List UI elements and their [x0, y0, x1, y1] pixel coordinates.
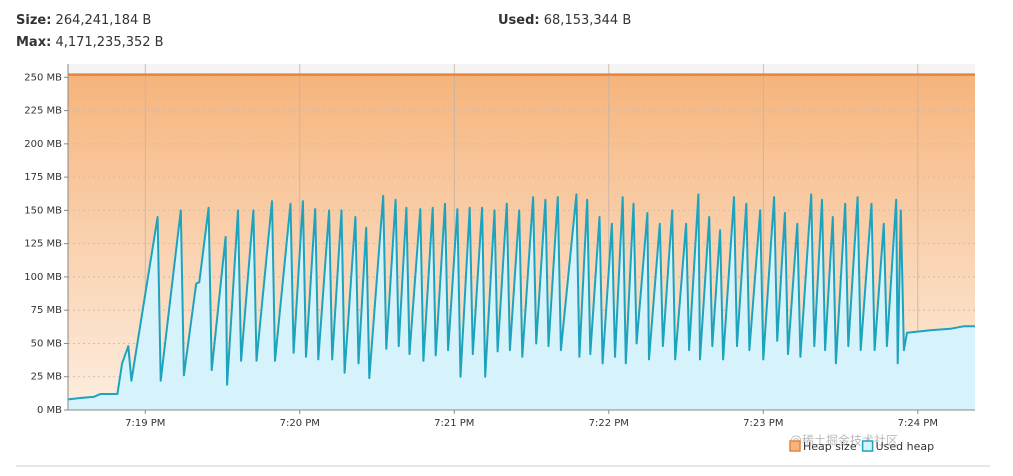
y-tick-label: 0 MB	[37, 405, 62, 416]
legend-label: Heap size	[803, 440, 857, 453]
y-tick-label: 175 MB	[24, 172, 62, 183]
size-label: Size:	[16, 13, 52, 28]
y-tick-label: 50 MB	[31, 338, 63, 349]
max-row: Max: 4,171,235,352 B	[16, 35, 164, 50]
used-row: Used: 68,153,344 B	[498, 13, 631, 28]
legend-label: Used heap	[876, 440, 935, 453]
series-line	[67, 193, 975, 401]
x-tick-label: 7:24 PM	[898, 418, 938, 429]
y-tick-label: 125 MB	[24, 239, 62, 250]
y-tick-label: 225 MB	[24, 106, 62, 117]
legend-swatch	[789, 440, 801, 452]
size-row: Size: 264,241,184 B	[16, 13, 151, 28]
used-value: 68,153,344 B	[543, 13, 632, 28]
y-tick-label: 150 MB	[24, 205, 62, 216]
x-tick-label: 7:23 PM	[743, 418, 783, 429]
y-tick-label: 25 MB	[31, 372, 63, 383]
used-label: Used:	[498, 13, 540, 28]
x-tick-label: 7:20 PM	[280, 418, 320, 429]
y-tick-label: 75 MB	[31, 305, 63, 316]
y-tick-label: 100 MB	[24, 272, 62, 283]
max-value: 4,171,235,352 B	[55, 35, 164, 50]
y-tick-label: 250 MB	[24, 72, 62, 83]
legend-swatch	[861, 440, 874, 452]
size-value: 264,241,184 B	[55, 13, 152, 28]
x-tick-label: 7:22 PM	[589, 418, 629, 429]
x-tick-label: 7:21 PM	[434, 418, 474, 429]
series-area	[68, 194, 975, 410]
max-label: Max:	[16, 35, 52, 50]
y-tick-label: 200 MB	[24, 139, 62, 150]
x-tick-label: 7:19 PM	[125, 418, 165, 429]
